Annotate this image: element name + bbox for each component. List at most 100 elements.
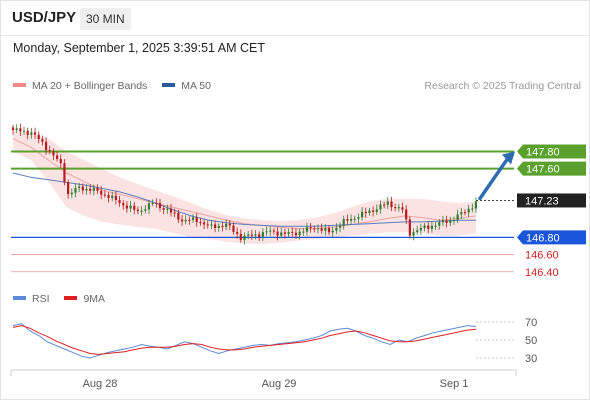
level-tag-147-60	[517, 161, 586, 176]
candle	[360, 207, 364, 221]
candle	[316, 224, 320, 234]
candle	[162, 205, 165, 215]
candle-body	[144, 209, 147, 211]
candle-body	[169, 208, 173, 213]
candle-body	[449, 220, 452, 223]
candle-body	[155, 203, 158, 205]
candle	[441, 215, 445, 226]
candle	[394, 203, 397, 212]
candle-body	[140, 210, 143, 212]
candle-body	[136, 209, 140, 211]
candle	[136, 206, 140, 215]
candle-body	[346, 219, 349, 221]
candle-body	[254, 234, 257, 236]
level-label-146-80: 146.80	[526, 232, 560, 244]
candle	[427, 221, 430, 234]
candle-body	[52, 151, 55, 156]
candle-body	[184, 219, 187, 222]
candle-body	[405, 209, 408, 220]
candle	[221, 221, 224, 232]
candle	[210, 219, 213, 230]
candle	[118, 196, 121, 207]
candle	[302, 227, 305, 236]
candle	[269, 226, 272, 236]
candle-body	[96, 187, 99, 191]
candle-body	[313, 228, 316, 230]
candle	[48, 145, 51, 155]
candle-body	[427, 225, 430, 229]
candle	[74, 183, 77, 197]
chart-datetime: Monday, September 1, 2025 3:39:51 AM CET	[13, 41, 265, 55]
research-credit: Research © 2025 Trading Central	[424, 80, 581, 92]
candle	[144, 204, 147, 214]
candle	[474, 197, 478, 213]
candle-body	[166, 208, 169, 210]
candle	[445, 215, 448, 228]
candle	[276, 227, 279, 241]
candle	[92, 184, 95, 196]
legend-item-9ma: 9MA	[64, 293, 105, 305]
ma50-swatch	[162, 83, 176, 88]
ma20-swatch	[13, 83, 26, 88]
candle-body	[291, 231, 294, 233]
candle	[125, 201, 129, 213]
candle	[100, 186, 103, 200]
candle-body	[430, 225, 434, 229]
candle-body	[70, 192, 73, 195]
candle	[294, 228, 298, 239]
candle	[471, 203, 474, 213]
candle	[33, 127, 37, 139]
candle	[405, 205, 408, 225]
candle-body	[133, 205, 136, 210]
candle-body	[438, 222, 441, 226]
candle	[397, 203, 400, 212]
candle	[81, 183, 84, 195]
candle-body	[232, 225, 235, 232]
candle-body	[375, 209, 378, 212]
rsi-tick-70: 70	[525, 317, 537, 329]
candle-body	[467, 208, 470, 213]
candle	[214, 220, 217, 233]
ma20-label: MA 20 + Bollinger Bands	[32, 80, 148, 92]
candle	[55, 151, 59, 162]
level-tag-147-80	[517, 144, 586, 159]
candle-body	[85, 188, 88, 191]
candle	[408, 216, 411, 239]
candle	[335, 223, 338, 235]
candle-body	[294, 232, 298, 236]
candle-body	[221, 225, 224, 227]
candle-body	[158, 203, 162, 209]
candle	[247, 230, 250, 240]
interval-selector[interactable]: 30 MIN	[80, 8, 131, 30]
candle	[85, 184, 88, 195]
candle-body	[471, 208, 474, 210]
candle	[111, 191, 114, 202]
candle	[342, 215, 345, 230]
candle	[331, 226, 334, 238]
rsi-tick-30: 30	[525, 353, 537, 365]
candle	[96, 184, 99, 194]
candle	[368, 207, 371, 216]
9ma-swatch	[64, 296, 78, 301]
level-label-147-60: 147.60	[526, 164, 560, 176]
candle	[460, 207, 463, 220]
candle	[41, 135, 44, 146]
candle	[419, 223, 422, 236]
candle	[401, 202, 404, 214]
candle-body	[129, 205, 132, 209]
candle-body	[394, 207, 397, 209]
candle	[52, 148, 55, 161]
candle-body	[100, 190, 103, 195]
candle	[338, 222, 342, 233]
candle	[151, 199, 154, 207]
candle	[67, 179, 70, 199]
legend-item-ma50: MA 50	[162, 80, 211, 92]
candle-body	[225, 223, 228, 227]
candle	[372, 206, 375, 217]
candle	[349, 214, 353, 225]
candle	[291, 227, 294, 238]
candle-body	[327, 228, 331, 233]
candle-body	[397, 207, 400, 209]
candle-body	[122, 202, 125, 206]
candle	[169, 203, 173, 217]
